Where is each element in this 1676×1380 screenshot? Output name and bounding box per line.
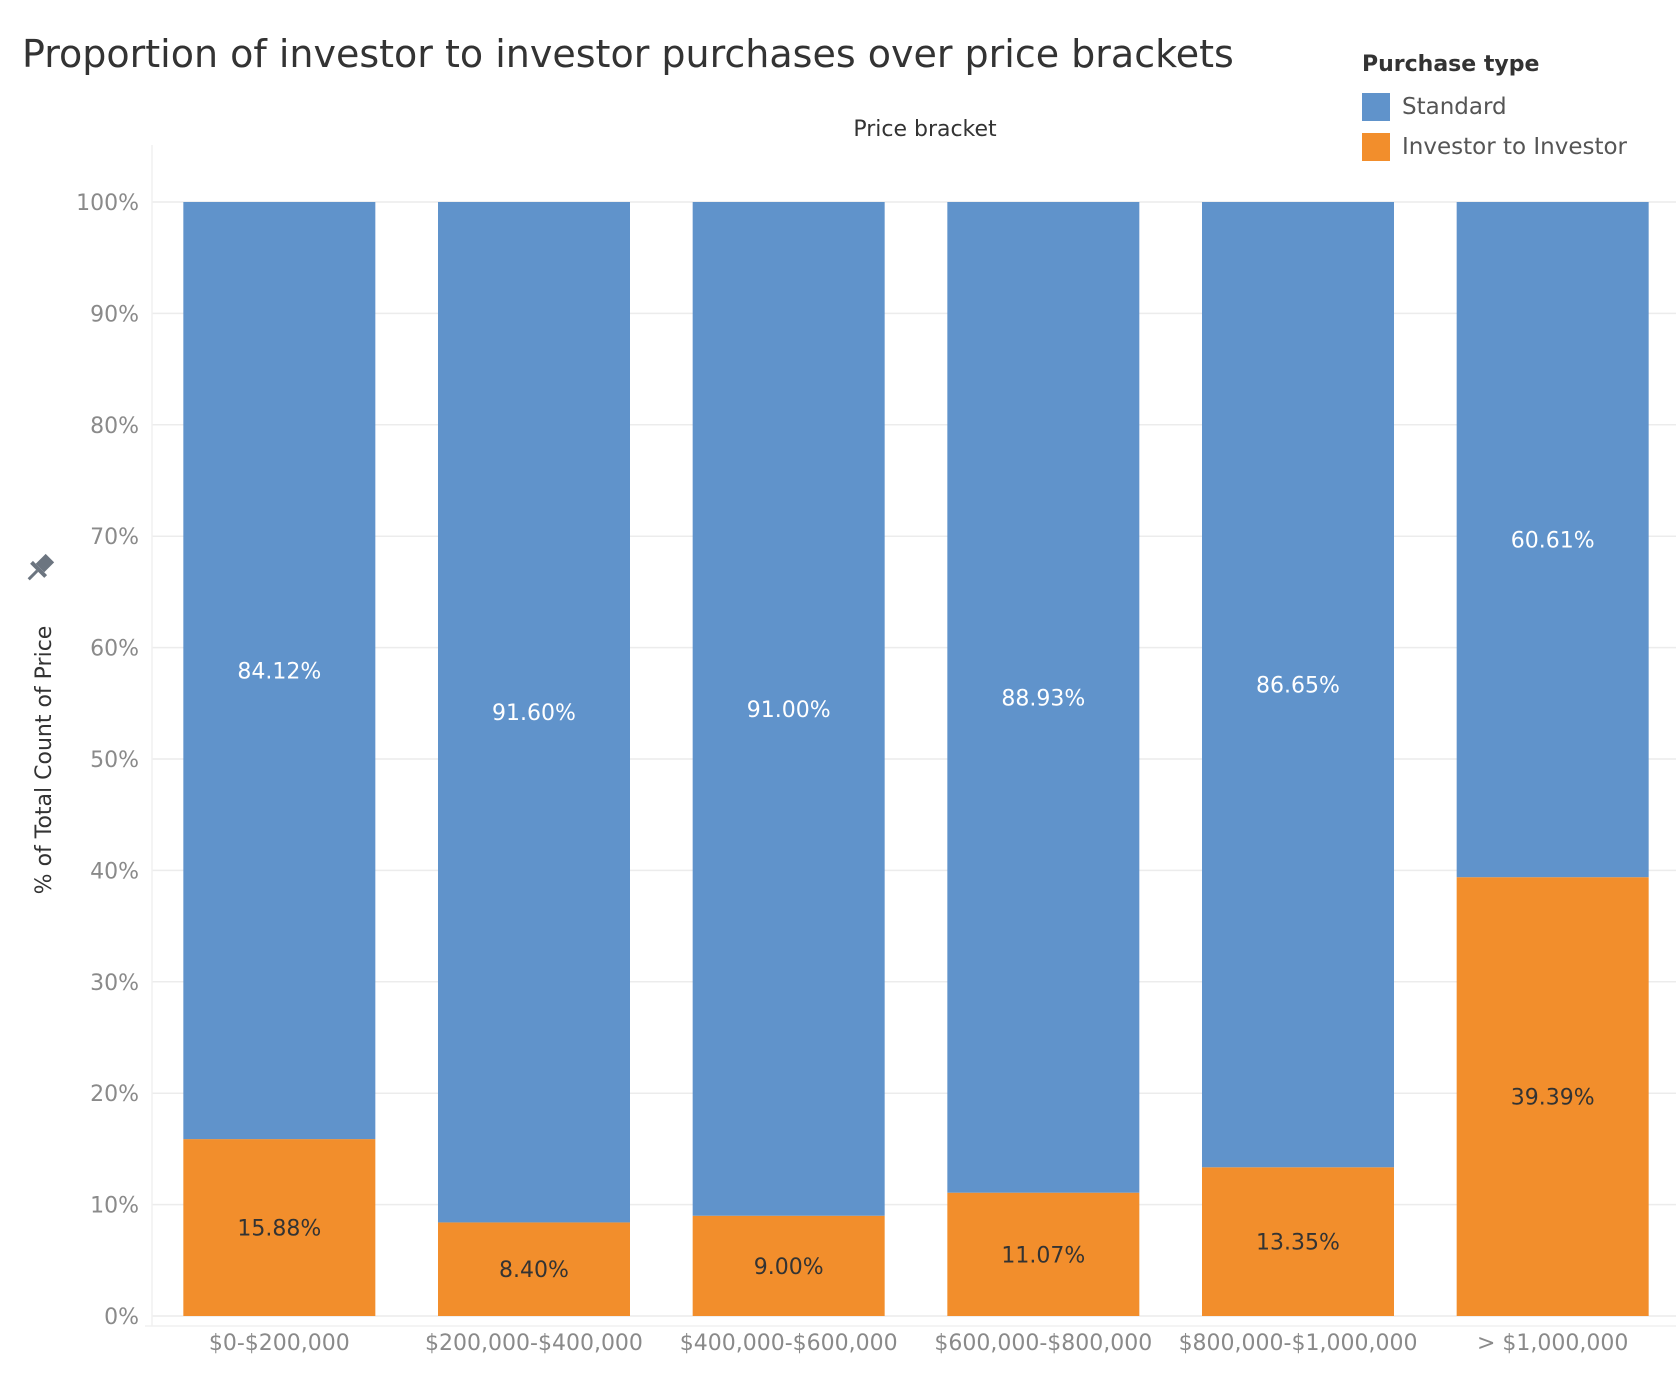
legend-item-investor[interactable]: Investor to Investor (1362, 127, 1627, 167)
data-label-standard: 86.65% (1256, 674, 1340, 699)
legend-item-standard[interactable]: Standard (1362, 87, 1627, 127)
data-label-standard: 88.93% (1001, 686, 1085, 711)
data-label-standard: 84.12% (237, 660, 321, 685)
pin-icon (27, 553, 55, 581)
bar-standard (438, 202, 630, 1223)
x-tick-label: $800,000-$1,000,000 (1179, 1331, 1418, 1356)
data-label-investor-to-investor: 9.00% (754, 1255, 824, 1280)
data-label-investor-to-investor: 39.39% (1511, 1086, 1595, 1111)
y-axis-title: % of Total Count of Price (32, 626, 57, 895)
bar-investor-to-investor (183, 1139, 376, 1316)
data-labels: 84.12% 15.88% 91.60% 8.40% 91.00% 9.00% 88.93%… (237, 529, 1594, 1284)
legend-swatch-investor (1362, 133, 1390, 161)
data-label-standard: 91.00% (747, 698, 831, 723)
bar-investor-to-investor (1202, 1167, 1394, 1316)
chart-title: Proportion of investor to investor purch… (22, 32, 1234, 76)
pin-icon-base (30, 560, 48, 578)
y-tick-label: 60% (90, 637, 139, 662)
bar-standard (1202, 202, 1394, 1168)
y-tick-label: 70% (90, 525, 139, 550)
column-header: Price bracket (853, 117, 997, 142)
y-tick-label: 80% (90, 414, 139, 439)
pin-icon-head (35, 553, 55, 573)
gridlines (152, 201, 1676, 1317)
bar-investor-to-investor (1456, 877, 1649, 1316)
legend-swatch-standard (1362, 93, 1390, 121)
bar-investor-to-investor (947, 1192, 1140, 1316)
x-tick-label: > $1,000,000 (1477, 1331, 1628, 1356)
legend: Purchase type Standard Investor to Inves… (1362, 52, 1627, 167)
y-tick-label: 20% (90, 1082, 139, 1107)
y-tick-label: 50% (90, 748, 139, 773)
data-label-standard: 91.60% (492, 701, 576, 726)
x-tick-label: $600,000-$800,000 (934, 1331, 1152, 1356)
x-tick-label: $0-$200,000 (209, 1331, 350, 1356)
y-tick-label: 100% (76, 191, 139, 216)
y-tick-label: 40% (90, 859, 139, 884)
legend-label-standard: Standard (1402, 94, 1507, 120)
y-tick-label: 30% (90, 971, 139, 996)
legend-title: Purchase type (1362, 52, 1540, 77)
bar-standard (692, 202, 885, 1216)
data-label-investor-to-investor: 13.35% (1256, 1231, 1340, 1256)
y-tick-label: 0% (104, 1305, 139, 1330)
data-label-investor-to-investor: 15.88% (237, 1217, 321, 1242)
bar-standard (1456, 202, 1649, 878)
x-tick-label: $400,000-$600,000 (680, 1331, 898, 1356)
bar-investor-to-investor (438, 1222, 630, 1316)
x-tick-label: $200,000-$400,000 (425, 1331, 643, 1356)
y-tick-label: 10% (90, 1194, 139, 1219)
data-label-investor-to-investor: 8.40% (499, 1258, 569, 1283)
legend-label-investor: Investor to Investor (1402, 134, 1628, 160)
bars (183, 202, 1649, 1316)
y-tick-label: 90% (90, 302, 139, 327)
data-label-standard: 60.61% (1511, 529, 1595, 554)
bar-standard (183, 202, 376, 1140)
bar-investor-to-investor (692, 1215, 885, 1316)
pin-icon-needle (27, 569, 39, 581)
data-label-investor-to-investor: 11.07% (1001, 1243, 1085, 1268)
axes: 0% 10% 20% 30% 40% 50% 60% 70% 80% 90% 100% Price b… (27, 117, 1676, 1356)
bar-standard (947, 202, 1140, 1193)
